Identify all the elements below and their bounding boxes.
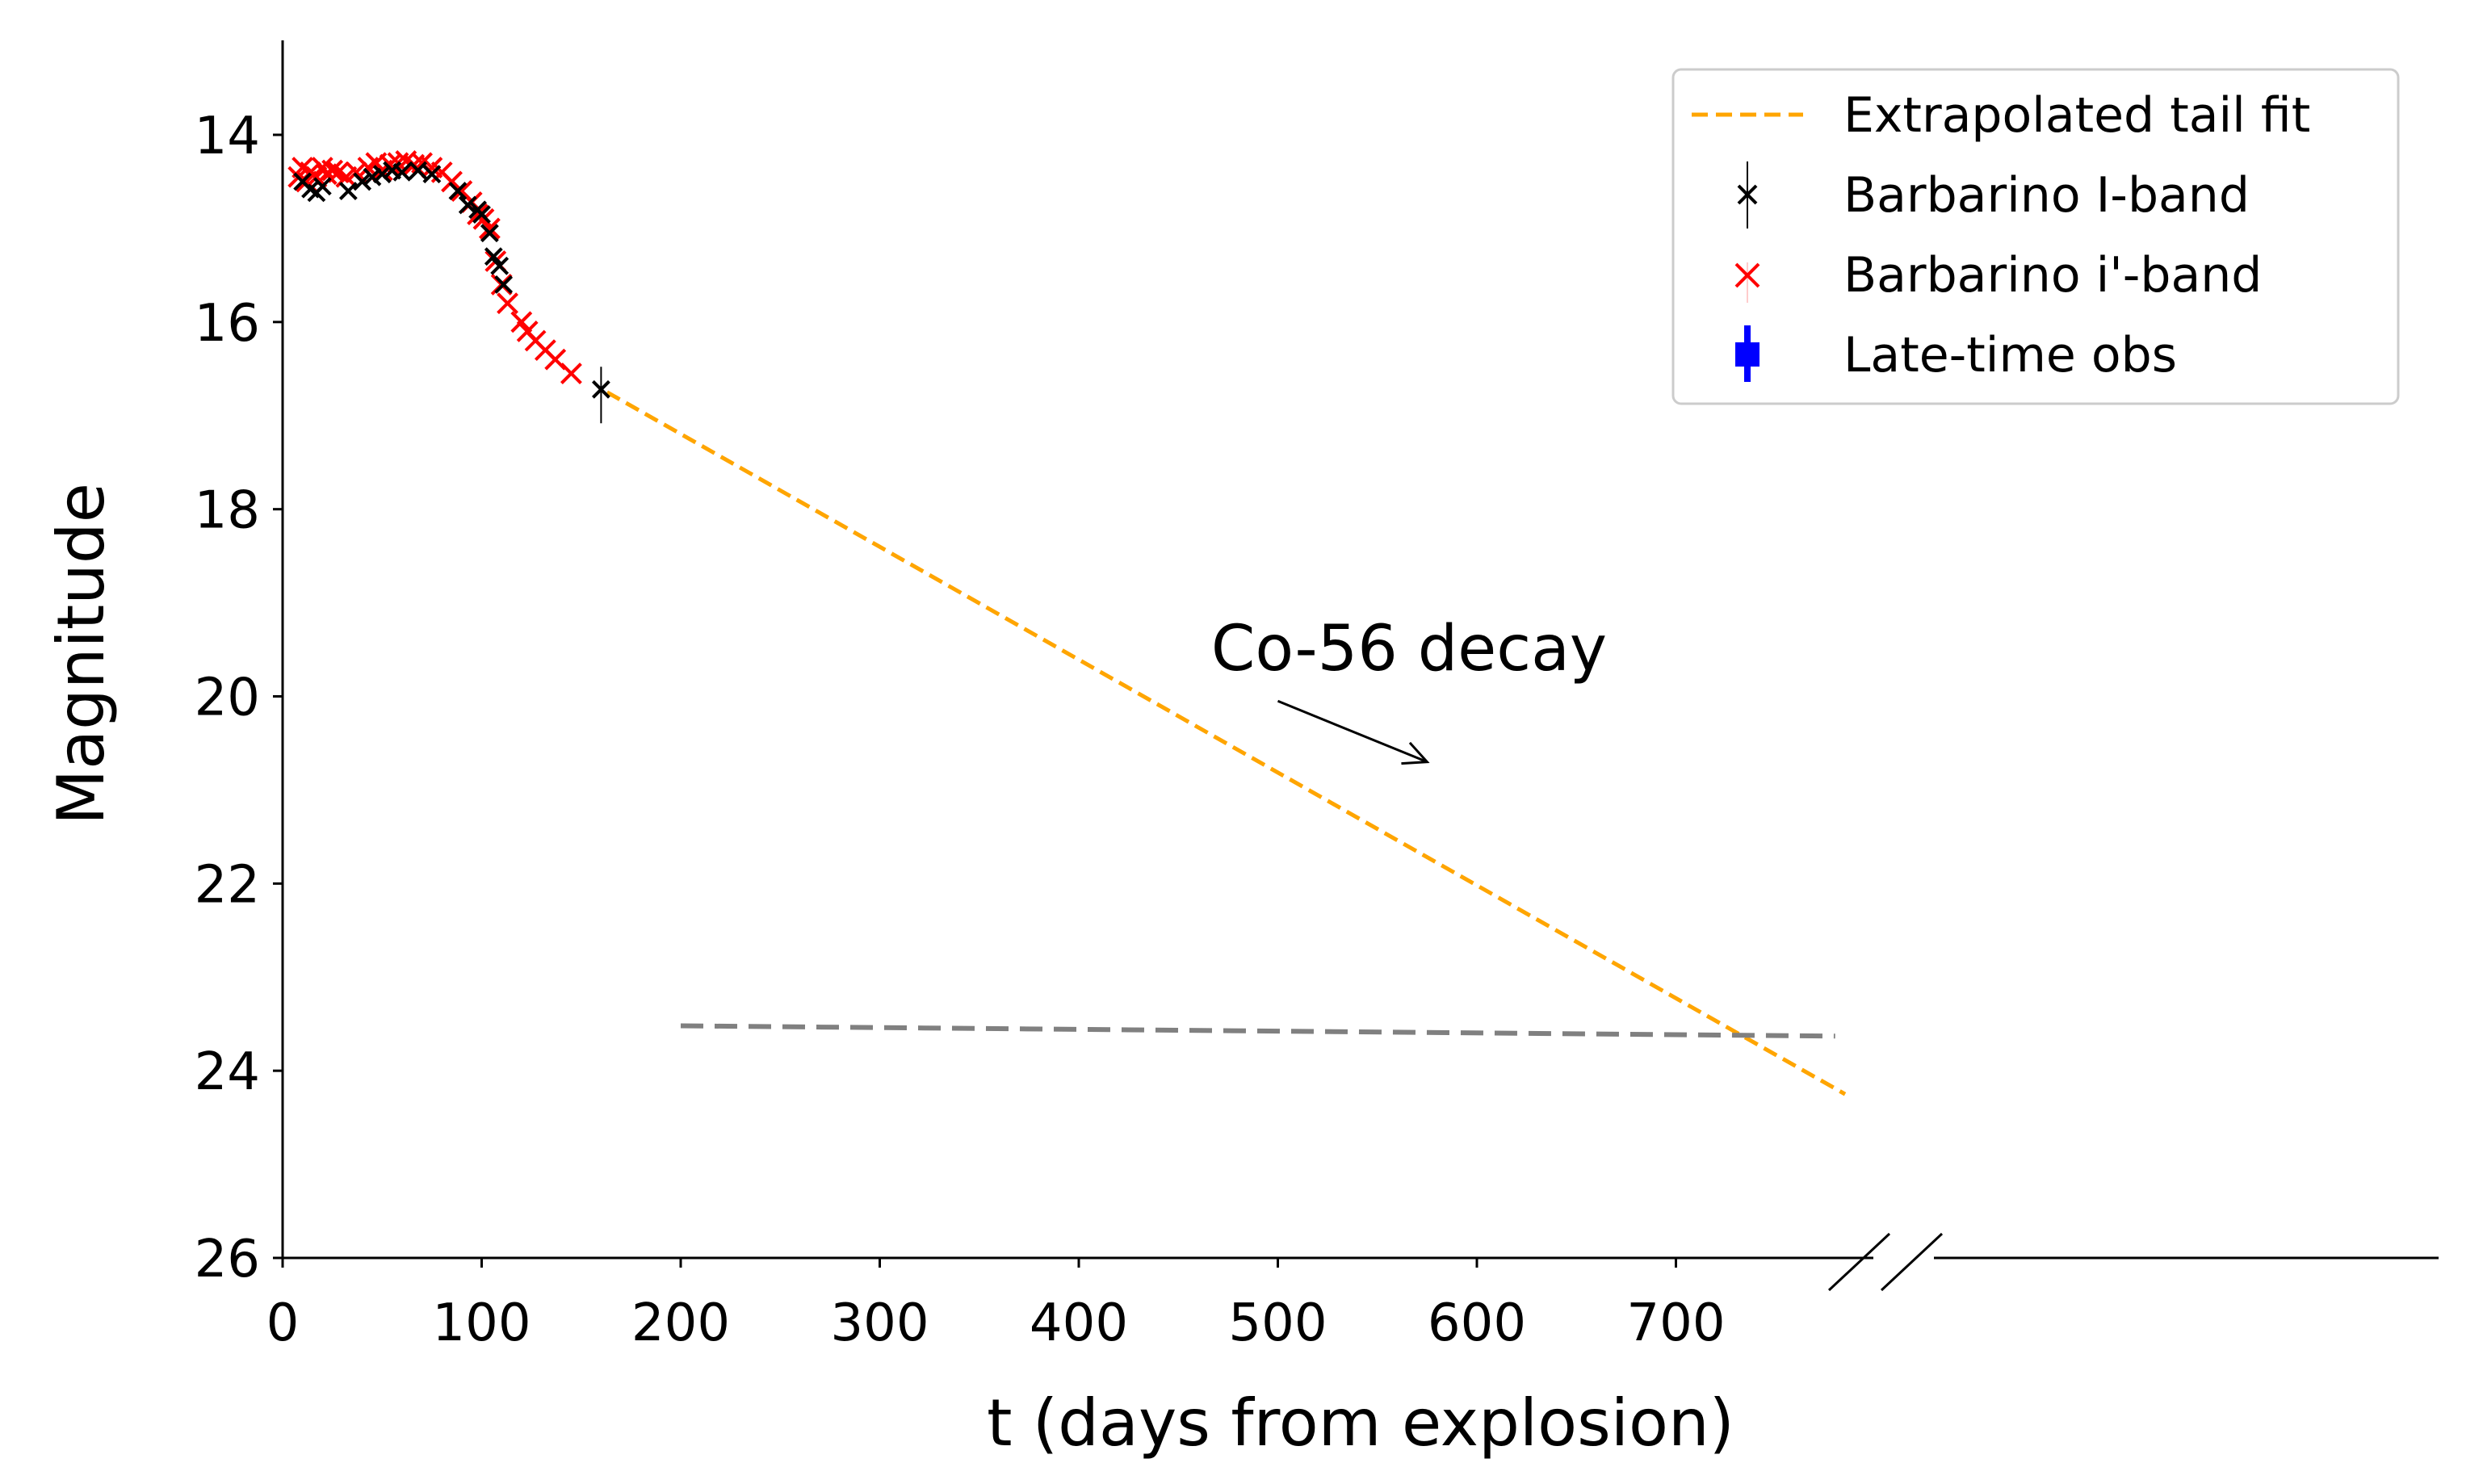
y-axis-title: Magnitude: [44, 483, 119, 825]
barbarino-i-band-point: [448, 182, 468, 200]
y-tick-label: 20: [195, 669, 260, 728]
extrapolated-tail-fit-line: [606, 390, 1847, 1096]
barbarino-i-band-point: [472, 205, 491, 224]
barbarino-i-band-point: [338, 182, 358, 200]
barbarino-i-prime-band-point: [510, 311, 533, 333]
legend-label-barbarino-i-prime-band: Barbarino i'-band: [1843, 247, 2262, 304]
barbarino-i-prime-band-point: [472, 208, 495, 230]
x-tick-label: 0: [266, 1293, 300, 1353]
barbarino-i-prime-band-point: [321, 159, 344, 182]
barbarino-i-band-point: [409, 161, 428, 180]
y-tick-label: 26: [195, 1230, 260, 1289]
x-tick-label: 600: [1428, 1293, 1526, 1353]
legend-marker-late-time-obs: [1735, 325, 1759, 382]
barbarino-i-band-point: [494, 275, 514, 294]
axis-break-mark-left: [1827, 1232, 1891, 1292]
barbarino-i-prime-band-point: [345, 161, 367, 183]
barbarino-i-band-point: [372, 165, 392, 184]
y-tick-label: 24: [195, 1042, 260, 1102]
x-tick-label: 700: [1626, 1293, 1725, 1353]
annotation-text: Co-56 decay: [1211, 613, 1607, 685]
x-tick-label: 400: [1030, 1293, 1128, 1353]
barbarino-i-band-point: [392, 162, 412, 182]
legend-frame: [1671, 68, 2400, 405]
x-tick-label: 100: [432, 1293, 531, 1353]
x-tick-label: 200: [631, 1293, 730, 1353]
y-tick-label: 16: [195, 294, 260, 354]
late-time-trend-line: [680, 1023, 1835, 1039]
legend-marker-barbarino-i-band: [1737, 161, 1758, 228]
axis-break-mark-right: [1880, 1232, 1944, 1292]
x-tick-label: 500: [1228, 1293, 1327, 1353]
legend-label-barbarino-i-band: Barbarino I-band: [1843, 167, 2250, 224]
barbarino-i-prime-band-point: [497, 292, 518, 315]
annotation-arrow-shaft: [1277, 699, 1428, 764]
barbarino-i-prime-band-point: [560, 363, 582, 385]
barbarino-i-band-point: [312, 177, 332, 196]
legend-label-extrapolated-tail-fit: Extrapolated tail fit: [1843, 87, 2310, 144]
y-tick-label: 22: [195, 855, 260, 915]
barbarino-i-band-point: [591, 367, 610, 424]
annotation-arrow-head: [1401, 741, 1430, 765]
barbarino-i-band-point: [458, 195, 477, 215]
barbarino-i-band-point: [422, 165, 442, 184]
x-tick-label: 300: [830, 1293, 929, 1353]
y-tick-label: 18: [195, 481, 260, 541]
x-axis-title: t (days from explosion): [987, 1385, 1734, 1461]
barbarino-i-prime-band-point: [478, 217, 501, 240]
barbarino-i-band-point: [480, 224, 499, 243]
y-tick-label: 14: [195, 107, 260, 166]
barbarino-i-band-point: [353, 172, 372, 191]
legend-label-late-time-obs: Late-time obs: [1843, 327, 2177, 384]
legend-marker-barbarino-i-prime-band: [1734, 262, 1760, 303]
barbarino-i-band-point: [490, 256, 510, 275]
barbarino-i-band-point: [484, 247, 503, 266]
legend: Extrapolated tail fit Barbarino I-band B…: [1671, 68, 2400, 405]
